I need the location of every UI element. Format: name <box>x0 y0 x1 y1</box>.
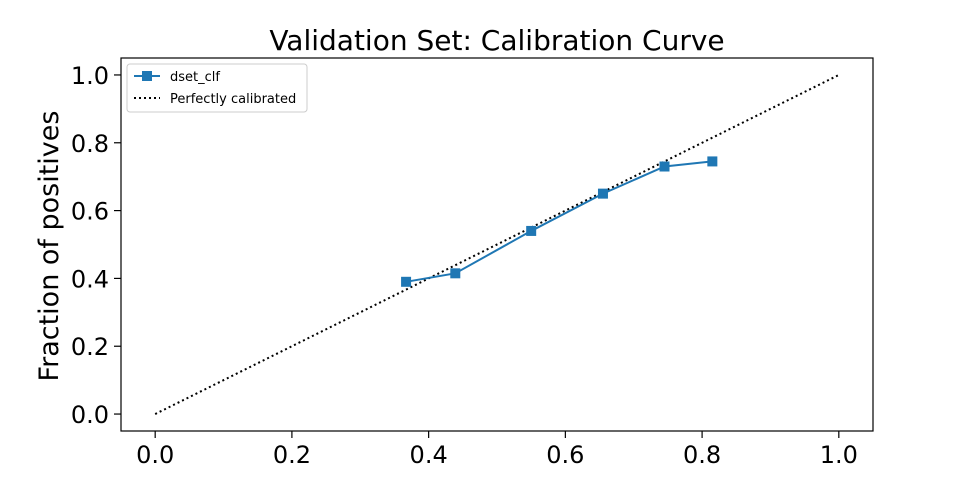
y-tick-label: 0.6 <box>71 198 109 226</box>
y-tick-label: 0.0 <box>71 401 109 429</box>
y-axis-ticks: 0.0 0.2 0.4 0.6 0.8 1.0 <box>71 62 121 429</box>
legend-label-dset-clf: dset_clf <box>170 70 220 85</box>
chart-title: Validation Set: Calibration Curve <box>269 24 724 57</box>
y-tick-label: 0.8 <box>71 130 109 158</box>
x-tick-label: 0.6 <box>546 441 584 469</box>
data-point-dset-clf <box>707 156 718 167</box>
legend-marker-dset-clf <box>142 71 152 81</box>
y-axis-label: Fraction of positives <box>34 111 65 382</box>
data-point-dset-clf <box>401 276 412 287</box>
x-tick-label: 0.0 <box>136 441 174 469</box>
x-tick-label: 0.8 <box>683 441 721 469</box>
data-point-dset-clf <box>450 268 461 279</box>
data-point-dset-clf <box>526 225 537 236</box>
legend: dset_clf Perfectly calibrated <box>126 63 308 113</box>
y-tick-label: 1.0 <box>71 62 109 90</box>
data-point-dset-clf <box>659 161 670 172</box>
series-line-dset-clf <box>405 160 713 283</box>
y-tick-label: 0.4 <box>71 265 109 293</box>
x-tick-label: 0.2 <box>273 441 311 469</box>
legend-label-perfectly-calibrated: Perfectly calibrated <box>170 92 296 107</box>
series-line-perfectly-calibrated <box>154 74 840 415</box>
legend-box <box>126 63 308 113</box>
x-axis-ticks: 0.0 0.2 0.4 0.6 0.8 1.0 <box>136 431 858 469</box>
x-tick-label: 1.0 <box>820 441 858 469</box>
plot-frame <box>120 57 874 432</box>
plot-data-layer <box>154 74 840 415</box>
y-tick-label: 0.2 <box>71 333 109 361</box>
data-point-dset-clf <box>597 188 608 199</box>
x-tick-label: 0.4 <box>410 441 448 469</box>
